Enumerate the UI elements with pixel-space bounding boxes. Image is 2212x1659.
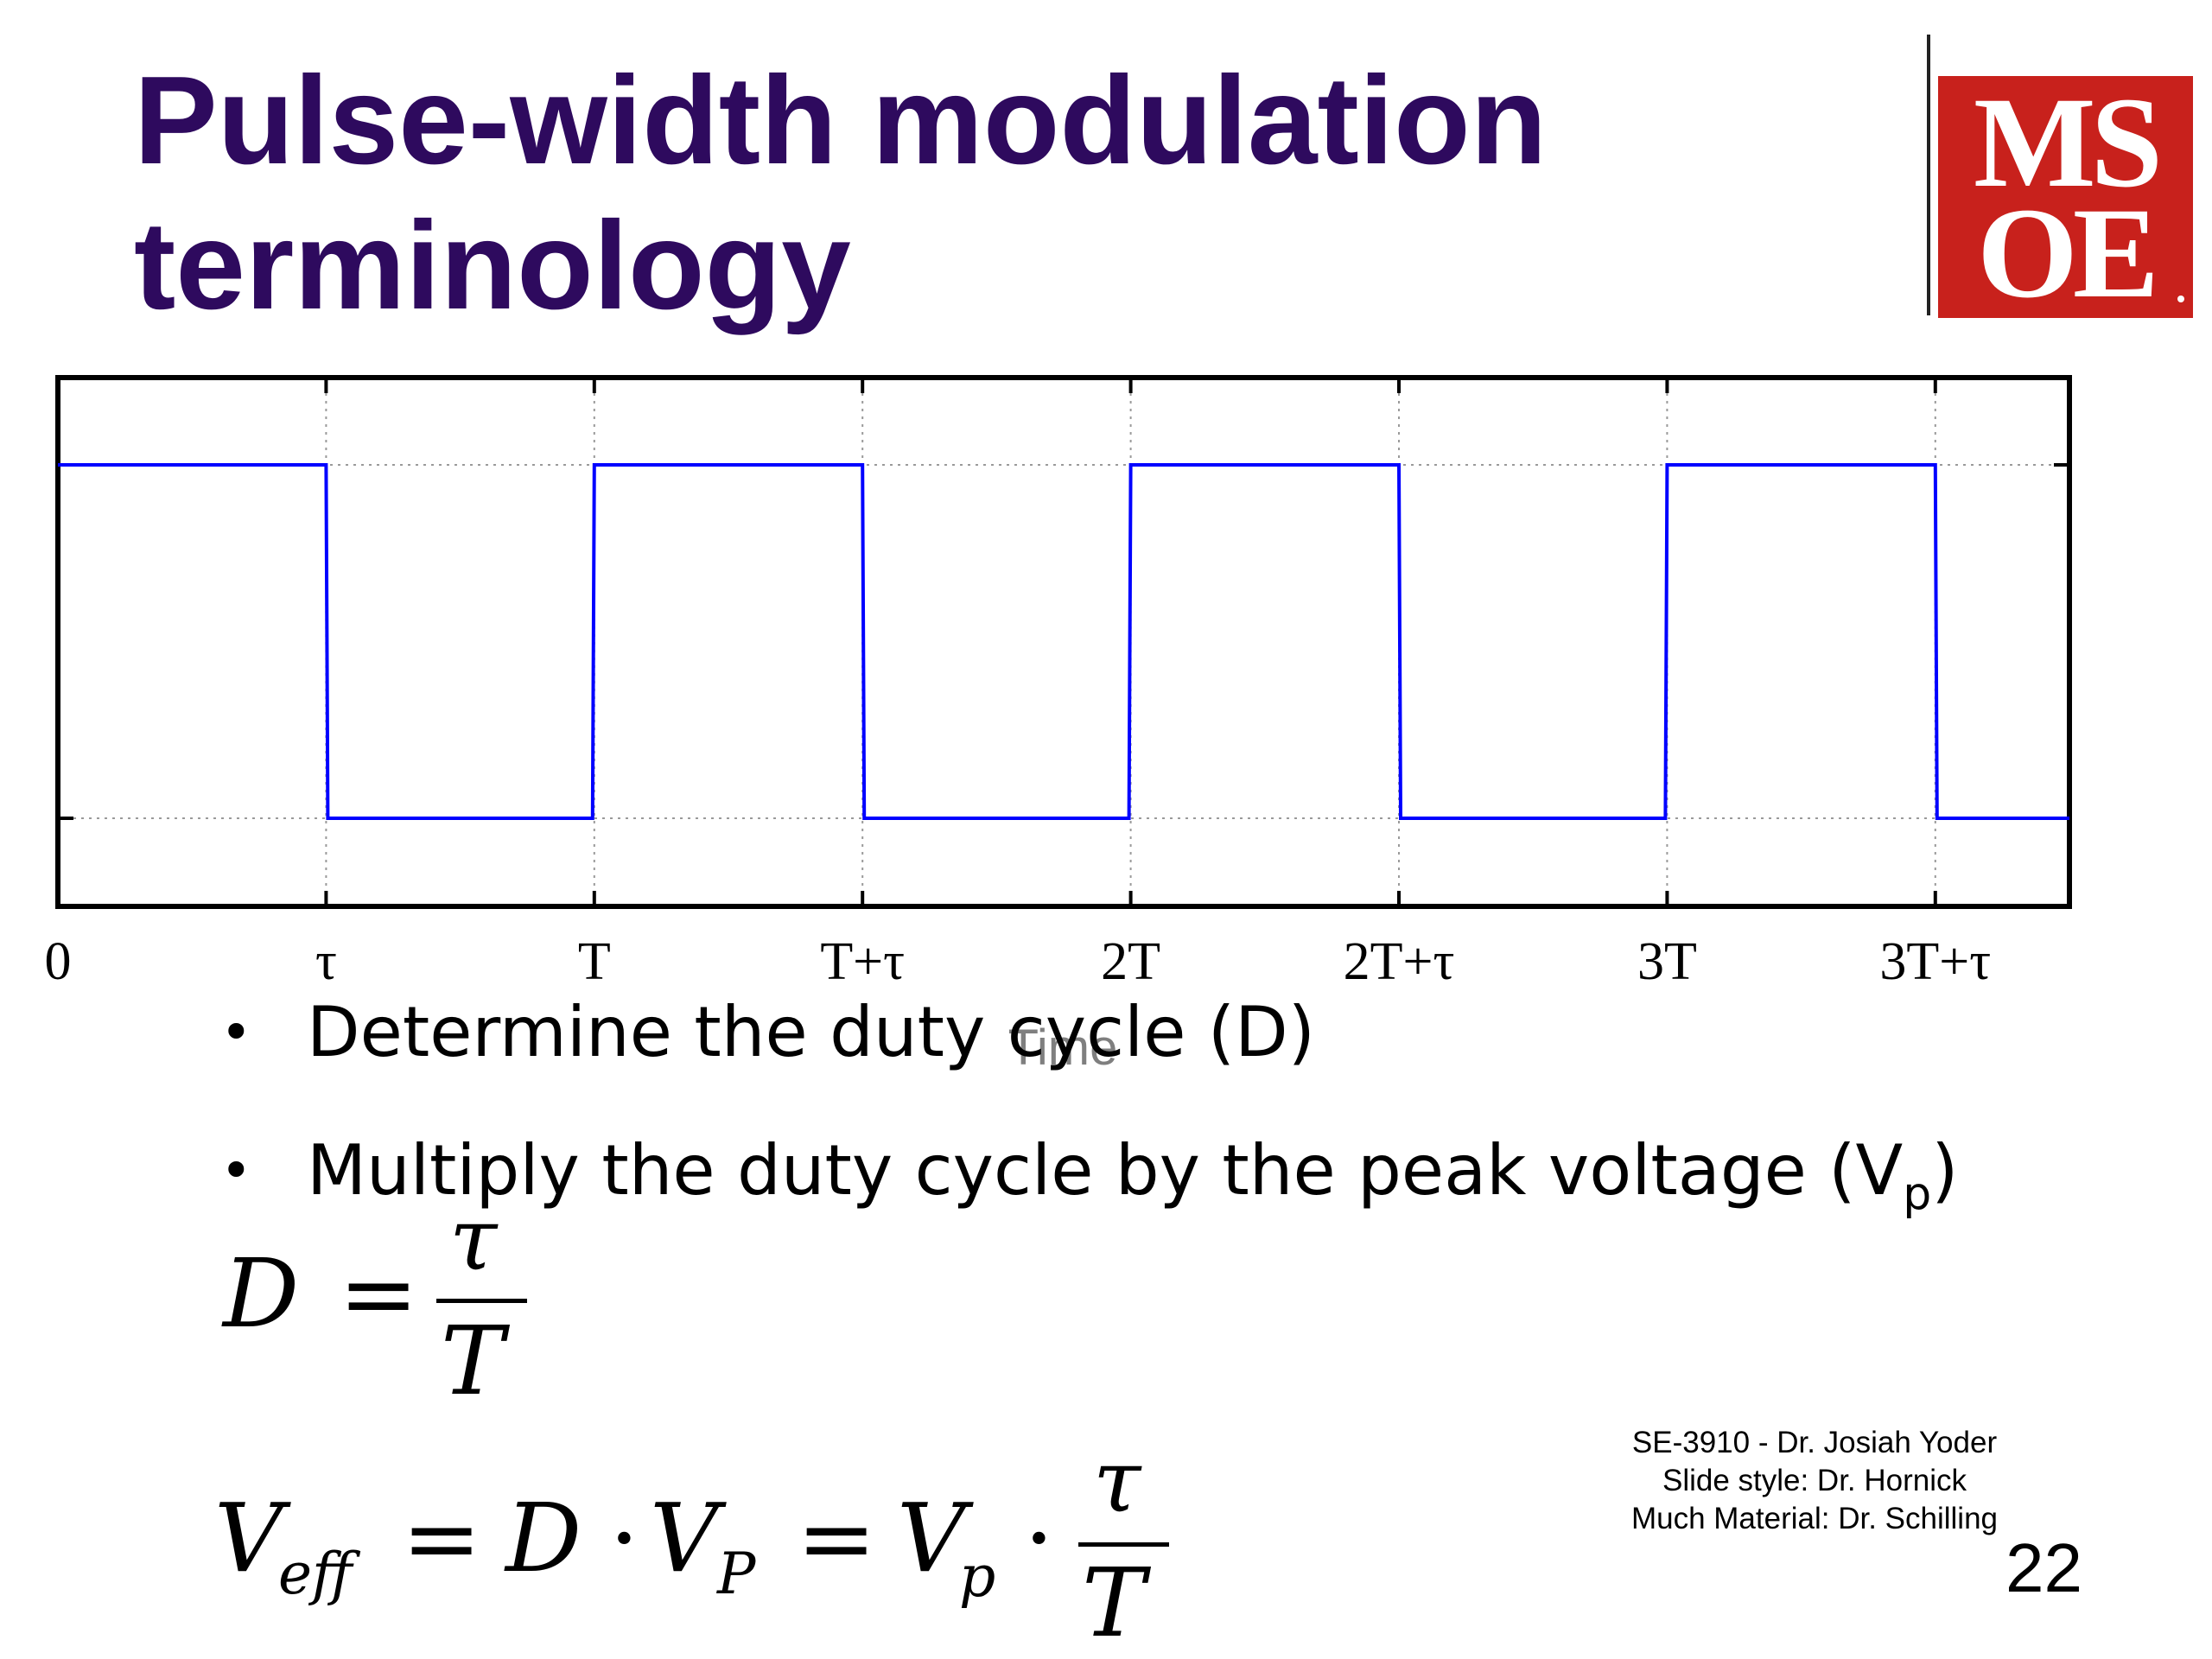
bullet-subscript: p <box>1903 1168 1932 1220</box>
eq-dot-1: · <box>609 1483 639 1593</box>
title-line-1: Pulse-width modulation <box>134 50 1548 190</box>
x-tick-label: 3T+τ <box>1879 932 1991 991</box>
bullet-dot: • <box>220 1139 252 1202</box>
eq-t-denominator: T <box>441 1306 505 1416</box>
msoe-logo: MS OE <box>1938 76 2193 318</box>
x-tick-label: T <box>578 932 611 991</box>
x-axis-label: Time <box>1008 1020 1118 1076</box>
eq-equals-1: = <box>402 1483 482 1593</box>
eq-v-eff-sub: eff <box>278 1541 353 1607</box>
eq-v-p-2-sub: p <box>959 1543 996 1610</box>
chart-grid <box>58 378 2069 906</box>
bullet-multiply: • Multiply the duty cycle by the peak vo… <box>216 1128 2031 1237</box>
fraction-bar-2 <box>1078 1542 1169 1547</box>
chart-tick-labels: 0 τ T T+τ 2T 2T+τ 3T 3T+τ <box>45 932 1992 991</box>
eq-v-p-sub: P <box>717 1541 756 1607</box>
bullet-text: Determine the duty cycle (D) <box>307 992 1315 1072</box>
bullet-list: • Determine the duty cycle (D) • Multipl… <box>216 989 2031 1237</box>
bullet-duty-cycle: • Determine the duty cycle (D) <box>216 989 2031 1076</box>
eq-dot-2: · <box>1024 1483 1054 1593</box>
x-tick-label: 3T <box>1637 932 1697 991</box>
bullet-dot: • <box>220 1001 252 1064</box>
eq-tau-numerator: τ <box>449 1189 498 1290</box>
title-line-2: terminology <box>134 195 851 335</box>
logo-divider <box>1927 35 1930 315</box>
eq-equals-2: = <box>797 1483 877 1593</box>
eq-d: D <box>505 1483 582 1593</box>
logo-dot <box>2177 296 2184 302</box>
logo-line-1: MS <box>1974 76 2163 214</box>
footer-style: Slide style: Dr. Hornick <box>1662 1464 1967 1497</box>
eq-v-p-2: V <box>897 1483 966 1593</box>
slide-title: Pulse-width modulation terminology <box>134 48 1776 338</box>
x-tick-label: τ <box>315 932 337 991</box>
footer-course: SE-3910 - Dr. Josiah Yoder <box>1631 1426 1998 1459</box>
x-tick-label: 2T <box>1101 932 1160 991</box>
slide-footer: SE-3910 - Dr. Josiah Yoder Slide style: … <box>1581 1424 2048 1538</box>
x-tick-label: 0 <box>45 932 72 991</box>
eq-d-symbol: D <box>223 1238 300 1349</box>
eq-t-denominator-2: T <box>1082 1548 1146 1658</box>
x-tick-label: 2T+τ <box>1344 932 1455 991</box>
pwm-waveform <box>58 463 2069 820</box>
eq-v-p: V <box>650 1483 719 1593</box>
eq-v-eff: V <box>214 1483 283 1593</box>
footer-material: Much Material: Dr. Schilling <box>1630 1502 1999 1535</box>
plot-frame <box>55 375 2072 909</box>
bullet-text: Multiply the duty cycle by the peak volt… <box>307 1130 1904 1211</box>
chart-ticks <box>58 378 2069 906</box>
page-number: 22 <box>2005 1529 2082 1606</box>
pwm-chart: 0 τ T T+τ 2T 2T+τ 3T 3T+τ Time <box>45 375 2072 1076</box>
bullet-tail: ) <box>1931 1130 1959 1211</box>
eq-tau-numerator-2: τ <box>1093 1431 1141 1532</box>
x-tick-label: T+τ <box>820 932 905 991</box>
eq-equals: = <box>339 1238 419 1349</box>
logo-line-2: OE <box>1977 181 2159 318</box>
fraction-bar <box>436 1299 527 1303</box>
